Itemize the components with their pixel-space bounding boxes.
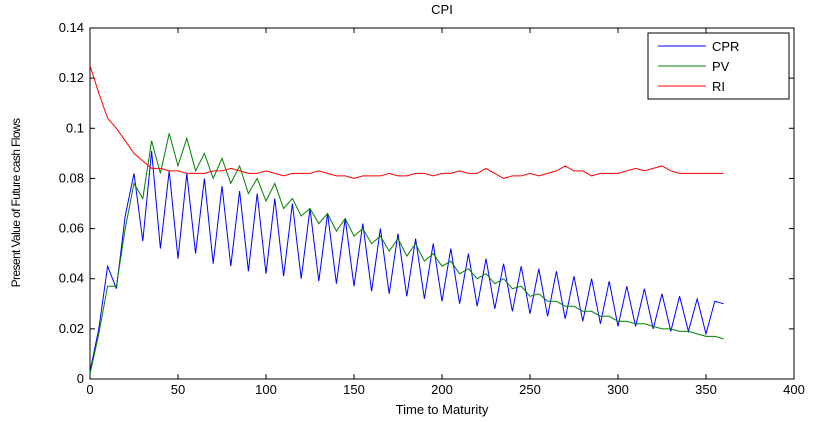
- series-lines: [89, 65, 724, 375]
- legend: CPR PV RI: [647, 32, 790, 100]
- x-tick-label: 400: [783, 382, 805, 397]
- x-axis: 0 50 100 150 200 250 300 350 400: [86, 28, 805, 397]
- x-tick-label: 150: [343, 382, 365, 397]
- x-tick-label: 250: [519, 382, 541, 397]
- y-tick-label: 0.1: [66, 120, 84, 135]
- series-line-ri: [89, 65, 724, 179]
- chart-title: CPI: [431, 2, 453, 17]
- x-tick-label: 350: [695, 382, 717, 397]
- y-tick-label: 0.06: [59, 221, 84, 236]
- y-tick-label: 0.04: [59, 271, 84, 286]
- x-axis-title: Time to Maturity: [396, 402, 489, 417]
- x-tick-label: 100: [255, 382, 277, 397]
- legend-label-ri: RI: [712, 79, 725, 94]
- y-tick-label: 0: [77, 371, 84, 386]
- y-tick-label: 0.08: [59, 170, 84, 185]
- x-tick-label: 50: [171, 382, 185, 397]
- y-axis-title: Present Value of Future cash Flows: [9, 118, 23, 287]
- x-tick-label: 0: [86, 382, 93, 397]
- legend-label-cpr: CPR: [712, 39, 739, 54]
- y-tick-label: 0.12: [59, 70, 84, 85]
- legend-label-pv: PV: [712, 59, 730, 74]
- y-tick-label: 0.14: [59, 20, 84, 35]
- series-line-cpr: [89, 150, 724, 372]
- legend-box: [647, 32, 790, 100]
- y-axis: 0 0.02 0.04 0.06 0.08 0.1 0.12 0.14: [59, 20, 794, 386]
- y-tick-label: 0.02: [59, 321, 84, 336]
- series-line-pv: [89, 133, 724, 375]
- x-tick-label: 200: [431, 382, 453, 397]
- x-tick-label: 300: [607, 382, 629, 397]
